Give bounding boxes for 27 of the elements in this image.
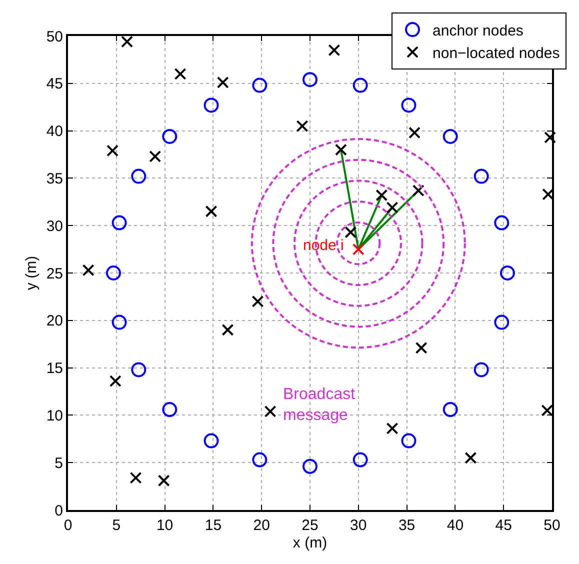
x-tick-label: 5 [112,517,121,534]
y-tick-label: 30 [46,218,63,235]
x-tick-label: 35 [398,517,416,534]
y-tick-label: 20 [46,312,63,330]
x-axis-title: x (m) [292,534,328,552]
x-tick-label: 20 [253,517,270,534]
y-tick-label: 5 [54,454,63,472]
y-tick-label: 10 [46,407,63,424]
x-tick-label: 25 [302,517,318,534]
annotation: node i [303,237,344,254]
x-tick-label: 40 [446,517,464,534]
x-tick-label: 45 [495,517,512,534]
annotation: Broadcast message [283,386,356,424]
y-tick-label: 25 [46,265,63,282]
x-tick-label: 10 [156,517,174,534]
y-tick-label: 45 [46,76,63,93]
y-tick-label: 0 [54,502,63,520]
legend-label: non−located nodes [432,44,560,62]
x-tick-label: 30 [350,517,367,534]
x-tick-label: 15 [204,517,222,534]
x-tick-label: 50 [544,517,560,534]
y-tick-label: 50 [46,28,63,46]
y-tick-label: 40 [46,123,63,140]
y-tick-label: 35 [46,170,63,188]
y-tick-label: 15 [46,360,63,378]
y-axis-title: y (m) [23,256,40,290]
legend-label: anchor nodes [432,22,524,40]
